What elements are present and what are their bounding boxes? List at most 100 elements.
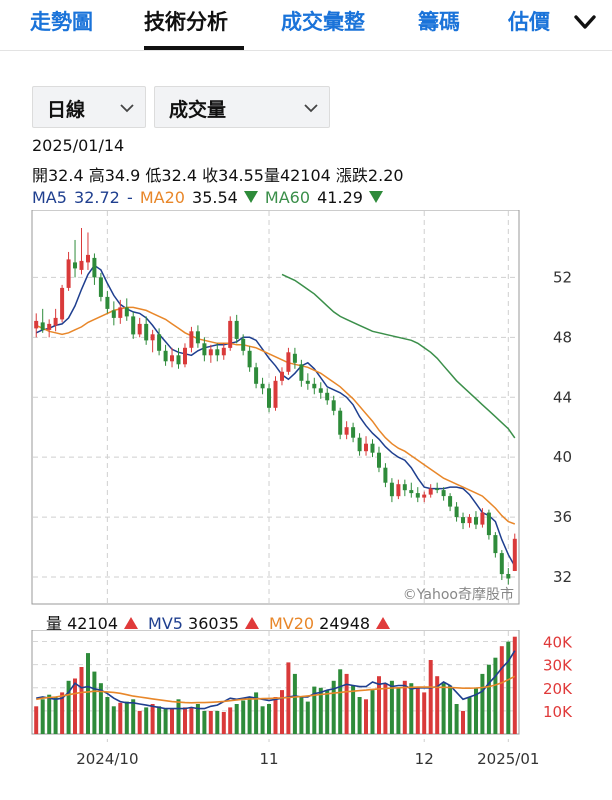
- volume-bar: [506, 641, 511, 734]
- volume-bar: [402, 680, 407, 734]
- price-candles: [34, 227, 517, 585]
- indicator-select[interactable]: 成交量: [154, 86, 330, 128]
- volume-label: 量: [46, 614, 63, 633]
- candle-body: [441, 490, 446, 497]
- volume-bar: [208, 710, 213, 734]
- volume-bar: [228, 707, 233, 734]
- candle-body: [195, 331, 200, 344]
- volume-bar: [170, 708, 174, 734]
- candle-body: [254, 367, 259, 384]
- candle-body: [144, 323, 149, 341]
- candle: [370, 439, 375, 458]
- volume-y-tick-label: 20K: [543, 680, 573, 698]
- candle: [234, 314, 239, 344]
- volume-bar: [486, 664, 491, 734]
- volume-bar: [318, 687, 323, 734]
- volume-bar: [422, 692, 427, 734]
- price-ma-lines: [35, 264, 516, 567]
- candle-body: [357, 437, 362, 452]
- indicator-select-value: 成交量: [169, 99, 227, 121]
- candle-body: [66, 259, 71, 288]
- candle-body: [280, 371, 284, 381]
- candle: [144, 316, 149, 345]
- candle-body: [286, 352, 291, 372]
- volume-bar: [150, 704, 155, 734]
- candle-body: [86, 254, 90, 263]
- candle: [493, 532, 498, 558]
- candle: [47, 319, 52, 338]
- candle: [351, 422, 356, 443]
- candle: [441, 487, 446, 501]
- candle-body: [448, 496, 453, 507]
- tab-technical-analysis[interactable]: 技術分析: [144, 10, 228, 34]
- volume-bar: [157, 706, 162, 734]
- volume-bar: [512, 636, 517, 734]
- candle-body: [325, 392, 330, 401]
- volume-bar: [461, 710, 465, 734]
- tab-trade-summary[interactable]: 成交彙整: [281, 10, 365, 34]
- candle: [195, 325, 200, 348]
- candle-body: [183, 347, 187, 365]
- candle-body: [318, 388, 323, 393]
- candle-body: [292, 353, 297, 363]
- tab-trend[interactable]: 走勢圖: [30, 10, 93, 34]
- candle-body: [260, 383, 265, 389]
- volume-bar: [305, 701, 310, 734]
- ma-legend: MA5 32.72 - MA20 35.54 MA60 41.29: [32, 188, 385, 207]
- period-select[interactable]: 日線: [32, 86, 146, 128]
- price-y-tick-label: 48: [553, 328, 572, 346]
- candle-body: [435, 488, 440, 491]
- volume-bar: [247, 697, 252, 734]
- candle-body: [137, 323, 142, 335]
- volume-bar: [86, 653, 90, 734]
- candle: [215, 343, 220, 362]
- candle: [435, 482, 440, 494]
- volume-bar: [383, 683, 388, 734]
- volume-bar: [195, 704, 200, 734]
- volume-bar: [409, 683, 414, 734]
- volume-bar: [53, 697, 58, 734]
- volume-bar: [389, 680, 394, 734]
- volume-y-tick-label: 30K: [543, 657, 573, 675]
- period-select-value: 日線: [47, 99, 86, 121]
- candle: [506, 568, 511, 585]
- candle: [467, 514, 472, 528]
- volume-bar: [325, 690, 330, 734]
- volume-bar: [267, 704, 271, 734]
- x-tick-label: 11: [259, 750, 278, 768]
- candle: [170, 347, 174, 368]
- candle-body: [409, 490, 414, 494]
- up-triangle-icon: [124, 617, 139, 629]
- candle: [377, 446, 381, 473]
- candle: [189, 326, 194, 353]
- candle: [34, 313, 39, 338]
- tab-chips[interactable]: 籌碼: [418, 10, 460, 34]
- candle-body: [474, 517, 478, 525]
- tab-bar: 走勢圖 技術分析 成交彙整 籌碼 估價: [0, 0, 612, 51]
- candle: [512, 533, 517, 572]
- volume-bar: [163, 708, 168, 734]
- more-tabs-button[interactable]: [572, 8, 598, 38]
- volume-bar: [66, 680, 71, 734]
- candle: [422, 491, 427, 503]
- candle: [461, 512, 465, 530]
- volume-bar: [105, 697, 110, 734]
- down-triangle-icon: [243, 191, 258, 203]
- price-grid: [33, 211, 518, 603]
- candle-body: [499, 553, 504, 575]
- candle-body: [60, 287, 65, 320]
- candle-body: [221, 347, 226, 356]
- tab-valuation[interactable]: 估價: [508, 10, 550, 34]
- candle: [247, 346, 252, 372]
- volume-bar: [40, 699, 45, 734]
- candle-body: [467, 517, 472, 524]
- volume-bar: [292, 673, 297, 734]
- candle: [344, 421, 349, 440]
- candle: [286, 347, 291, 375]
- candle: [157, 328, 162, 356]
- candle: [415, 487, 420, 503]
- candle-body: [157, 334, 162, 351]
- candle-body: [338, 410, 343, 435]
- volume-bar: [454, 704, 459, 734]
- x-tick-label: 2025/01: [477, 750, 539, 768]
